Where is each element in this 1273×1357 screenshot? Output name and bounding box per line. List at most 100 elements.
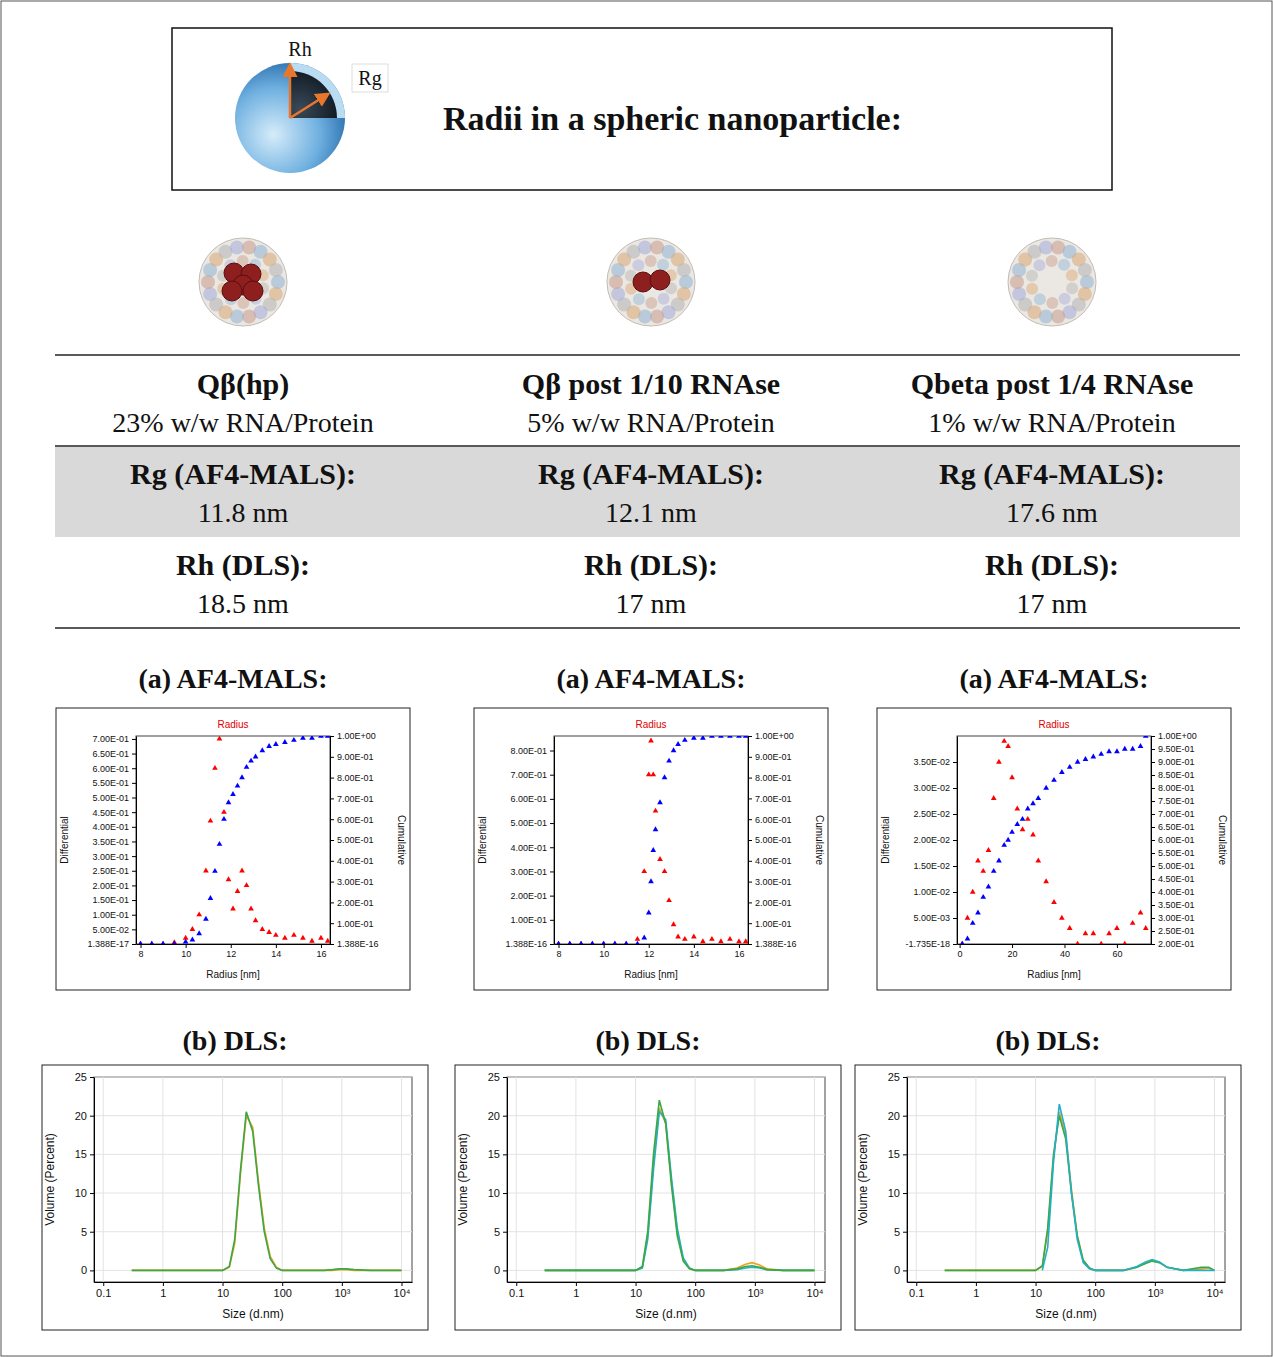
grid-line — [975, 1077, 976, 1282]
tick: 1.00E-01 — [330, 919, 374, 929]
tick: 5.00E-01 — [510, 818, 554, 828]
tick-label: 0 — [894, 1264, 900, 1276]
axis-line — [508, 1282, 826, 1283]
axis: 0.111010010³10⁴ — [908, 1282, 1226, 1299]
tick-label: 2.00E-02 — [913, 835, 950, 845]
tick: 100 — [274, 1282, 292, 1299]
tick-mark — [916, 1282, 917, 1286]
data-point — [662, 868, 668, 873]
capsid-protein — [632, 259, 644, 271]
data-point — [657, 856, 663, 861]
data-point — [965, 915, 971, 920]
data-point — [1130, 920, 1136, 925]
tick-label: 3.00E-01 — [755, 877, 792, 887]
tick-label: 7.00E-01 — [510, 770, 547, 780]
data-point — [282, 739, 288, 744]
tick-label: 5.00E-01 — [1158, 861, 1195, 871]
tick: 0.1 — [96, 1282, 111, 1299]
tick-label: 7.50E-01 — [1158, 796, 1195, 806]
rna — [222, 281, 242, 301]
tick-mark — [903, 1154, 907, 1155]
tick: 7.00E-01 — [1151, 809, 1195, 819]
grid-line — [907, 1193, 1225, 1194]
tick: 10 — [75, 1187, 94, 1199]
tick: 16 — [316, 944, 326, 959]
data-point — [212, 868, 218, 873]
data-point — [239, 867, 245, 872]
plot: 8101214161.388E-161.00E-012.00E-013.00E-… — [477, 719, 825, 980]
capsid-protein — [1046, 297, 1058, 309]
axis: 1.388E-175.00E-021.00E-011.50E-012.00E-0… — [87, 734, 136, 949]
tick: 4.00E-01 — [748, 856, 792, 866]
tick: 3.50E-01 — [1151, 900, 1195, 910]
tick: 5 — [81, 1226, 94, 1238]
data-point — [646, 910, 652, 915]
chart-panel: 0.111010010³10⁴0510152025Size (d.nm)Volu… — [455, 1065, 841, 1330]
tick: 1.388E-16 — [505, 939, 554, 949]
tick-label: 0 — [958, 949, 963, 959]
data-point — [226, 799, 232, 804]
tick-label: 60 — [1112, 949, 1122, 959]
tick: 5.00E-02 — [92, 925, 136, 935]
chart-panel: 8101214161.388E-161.00E-012.00E-013.00E-… — [474, 708, 828, 990]
data-point — [149, 941, 155, 944]
table: Qβ(hp)23% w/w RNA/ProteinRg (AF4-MALS):1… — [55, 355, 1240, 628]
tick-label: 8.50E-01 — [1158, 770, 1195, 780]
panel-frame — [877, 708, 1231, 990]
tick: 5.00E-01 — [1151, 861, 1195, 871]
tick-label: 12 — [226, 949, 236, 959]
tick-label: 6.00E-01 — [755, 815, 792, 825]
tick: 4.00E-01 — [92, 822, 136, 832]
tick-mark — [550, 823, 554, 824]
tick-label: 14 — [271, 949, 281, 959]
grid-line — [916, 1077, 917, 1282]
axis: 0510152025 — [75, 1071, 95, 1282]
tick-mark — [132, 827, 136, 828]
tick: 100 — [687, 1282, 705, 1299]
tick-mark — [321, 944, 322, 948]
data-point — [196, 911, 202, 916]
tick-label: 1.50E-01 — [92, 895, 129, 905]
tick: 3.00E-02 — [913, 783, 957, 793]
data-point — [273, 932, 279, 937]
tick: 2.00E-01 — [330, 898, 374, 908]
grid-line — [635, 1077, 636, 1282]
panel-heading: (b) DLS: — [595, 1025, 700, 1056]
grid-line — [94, 1077, 412, 1078]
grid-line — [907, 1115, 1225, 1116]
series-line — [132, 1112, 402, 1271]
data-point — [700, 938, 706, 943]
data-point — [736, 938, 742, 943]
data-point — [190, 937, 196, 942]
tick: 4.00E-01 — [510, 843, 554, 853]
tick-label: 1.00E-01 — [510, 915, 547, 925]
tick-mark — [748, 944, 752, 945]
data-point — [991, 795, 997, 800]
chart-title: Radius — [1038, 719, 1069, 730]
tick: 5.00E-01 — [748, 835, 792, 845]
tick: 10 — [488, 1187, 507, 1199]
tick-mark — [550, 944, 554, 945]
tick-label: 2.00E-01 — [92, 881, 129, 891]
data-point — [318, 736, 324, 738]
data-point — [567, 941, 573, 944]
data-point — [590, 941, 596, 944]
tick-mark — [1151, 827, 1155, 828]
tick: 2.50E-01 — [1151, 926, 1195, 936]
data-point — [996, 858, 1002, 863]
data-point — [1001, 738, 1007, 743]
tick-label: 6.00E-01 — [92, 764, 129, 774]
grid-line — [282, 1077, 283, 1282]
tick-mark — [953, 866, 957, 867]
tick-mark — [503, 1116, 507, 1117]
tick: 0.1 — [509, 1282, 524, 1299]
tick: 3.00E-01 — [748, 877, 792, 887]
grid-line — [907, 1231, 1225, 1232]
tick: 2.00E-01 — [510, 891, 554, 901]
tick: 10⁴ — [807, 1282, 824, 1299]
data-point — [1005, 837, 1011, 842]
data-point — [273, 741, 279, 746]
tick-label: 20 — [75, 1110, 87, 1122]
tick-label: 5.00E-03 — [913, 913, 950, 923]
data-point — [1075, 759, 1081, 764]
